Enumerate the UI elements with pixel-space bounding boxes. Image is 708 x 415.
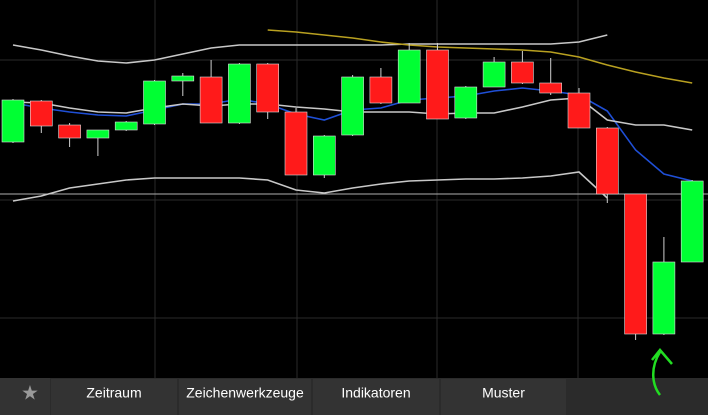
indicator-line	[267, 29, 693, 84]
candle-body	[143, 80, 166, 125]
indicator-line	[12, 34, 608, 64]
candle-body	[369, 76, 393, 104]
toolbar-empty	[567, 378, 708, 415]
toolbar-button-label: Zeitraum	[86, 385, 141, 401]
candle-body	[595, 127, 619, 195]
arrow-annotation	[651, 348, 673, 396]
candle-body	[228, 63, 251, 124]
candle-body	[511, 61, 534, 84]
candle-body	[1, 99, 25, 143]
candle-body	[114, 121, 138, 131]
toolbar-button-label: Indikatoren	[341, 385, 410, 401]
candle-body	[426, 49, 449, 120]
toolbar-button-label: Muster	[482, 385, 525, 401]
candle-body	[312, 135, 336, 176]
candle-body	[652, 261, 676, 335]
toolbar-button[interactable]	[51, 379, 177, 415]
toolbar-button-label: Zeichenwerkzeuge	[186, 385, 304, 401]
candle-body	[482, 61, 506, 88]
plot	[0, 29, 708, 340]
candle-body	[199, 76, 223, 124]
candle-body	[284, 111, 308, 176]
favorite-button[interactable]	[0, 378, 50, 415]
indicator-line	[12, 171, 608, 202]
candle-body	[58, 124, 81, 139]
candle-body	[539, 82, 563, 94]
candle-body	[567, 92, 591, 129]
candle-body	[454, 86, 478, 119]
candle-body	[171, 75, 195, 82]
candle-body	[680, 180, 704, 263]
star-icon: ★	[21, 382, 39, 404]
toolbar-buttons: Zeitraum Zeichenwerkzeuge Indikatoren Muste…	[51, 379, 566, 415]
candle-body	[29, 100, 53, 127]
toolbar-button[interactable]	[313, 379, 439, 415]
toolbar-button[interactable]	[441, 379, 566, 415]
candle-body	[86, 129, 110, 139]
candle-body	[256, 63, 280, 113]
toolbar-button[interactable]	[179, 379, 311, 415]
candle-body	[624, 193, 647, 335]
candle-body	[397, 49, 421, 104]
candle-body	[341, 76, 364, 136]
